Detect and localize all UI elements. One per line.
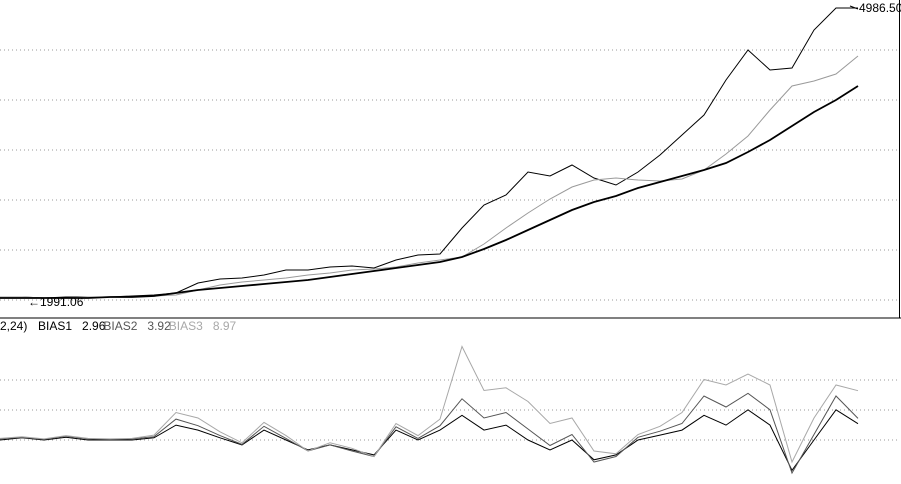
legend-name: BIAS2: [103, 319, 137, 333]
series-line: [0, 392, 859, 475]
legend-value: 8.97: [213, 319, 237, 333]
series-line: [0, 55, 859, 299]
legend-entry: BIAS3 8.97: [169, 319, 237, 333]
legend-entry: BIAS2 3.92: [103, 319, 171, 333]
series-line: [0, 7, 858, 299]
legend-value: 3.92: [147, 319, 171, 333]
high-label: 4986.50: [859, 1, 901, 15]
legend-entry: BIAS1 2.96: [38, 319, 106, 333]
legend-name: BIAS3: [169, 319, 203, 333]
legend-value: 2.96: [82, 319, 106, 333]
indicator-params: 2,24): [0, 319, 27, 333]
series-line: [0, 85, 859, 299]
series-line: [0, 409, 859, 472]
grid: [0, 49, 900, 441]
legend-name: BIAS1: [38, 319, 72, 333]
series-line: [0, 345, 859, 464]
